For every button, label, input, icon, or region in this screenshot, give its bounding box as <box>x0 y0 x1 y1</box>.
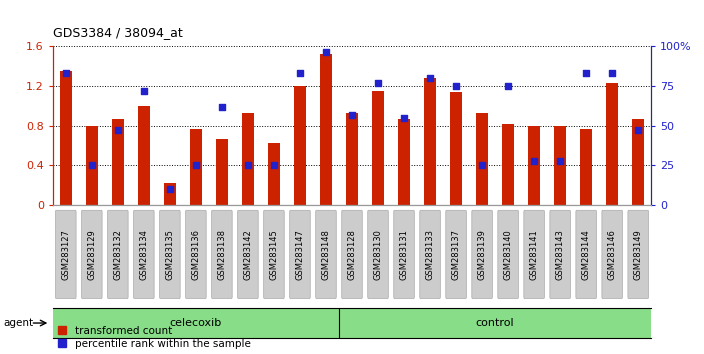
Bar <box>451 92 462 205</box>
Point <box>346 112 358 117</box>
Text: GSM283130: GSM283130 <box>374 229 382 280</box>
FancyBboxPatch shape <box>420 210 440 298</box>
Point <box>294 70 306 76</box>
Text: GSM283135: GSM283135 <box>165 229 175 280</box>
Text: celecoxib: celecoxib <box>170 318 222 328</box>
Point <box>477 163 488 169</box>
Point <box>529 158 540 164</box>
Text: GSM283140: GSM283140 <box>503 229 513 280</box>
Text: GSM283149: GSM283149 <box>634 229 643 280</box>
Text: GSM283129: GSM283129 <box>87 229 96 280</box>
Text: agent: agent <box>4 318 34 328</box>
Point <box>372 80 384 85</box>
FancyBboxPatch shape <box>341 210 363 298</box>
FancyBboxPatch shape <box>498 210 518 298</box>
FancyBboxPatch shape <box>394 210 415 298</box>
FancyBboxPatch shape <box>186 210 206 298</box>
FancyBboxPatch shape <box>212 210 232 298</box>
Text: GSM283146: GSM283146 <box>608 229 617 280</box>
Point <box>138 88 149 93</box>
Point <box>581 70 592 76</box>
Text: GSM283138: GSM283138 <box>218 229 227 280</box>
Legend: transformed count, percentile rank within the sample: transformed count, percentile rank withi… <box>58 326 251 349</box>
Text: GSM283141: GSM283141 <box>529 229 539 280</box>
Point <box>555 158 566 164</box>
Bar <box>554 126 566 205</box>
Bar <box>112 119 124 205</box>
Bar <box>502 124 514 205</box>
Point <box>633 127 644 133</box>
Bar <box>632 119 644 205</box>
FancyBboxPatch shape <box>602 210 622 298</box>
Bar <box>346 113 358 205</box>
FancyBboxPatch shape <box>446 210 466 298</box>
Point <box>398 115 410 120</box>
Text: GSM283148: GSM283148 <box>322 229 330 280</box>
Text: GSM283145: GSM283145 <box>270 229 279 280</box>
Text: GSM283131: GSM283131 <box>400 229 408 280</box>
Bar <box>294 86 306 205</box>
FancyBboxPatch shape <box>628 210 648 298</box>
FancyBboxPatch shape <box>160 210 180 298</box>
Text: GSM283134: GSM283134 <box>139 229 149 280</box>
Bar <box>372 91 384 205</box>
Text: GDS3384 / 38094_at: GDS3384 / 38094_at <box>53 26 182 39</box>
Bar <box>164 183 176 205</box>
Bar <box>190 129 202 205</box>
Point <box>425 75 436 81</box>
FancyBboxPatch shape <box>524 210 544 298</box>
Bar <box>86 126 98 205</box>
Text: GSM283132: GSM283132 <box>113 229 122 280</box>
Bar <box>606 83 618 205</box>
FancyBboxPatch shape <box>315 210 337 298</box>
Point <box>60 70 71 76</box>
Text: GSM283136: GSM283136 <box>191 229 201 280</box>
Bar <box>528 126 540 205</box>
Point <box>112 127 123 133</box>
FancyBboxPatch shape <box>289 210 310 298</box>
FancyBboxPatch shape <box>82 210 102 298</box>
Bar <box>398 119 410 205</box>
FancyBboxPatch shape <box>550 210 570 298</box>
FancyBboxPatch shape <box>238 210 258 298</box>
Bar <box>425 78 436 205</box>
FancyBboxPatch shape <box>56 210 76 298</box>
Bar <box>580 129 592 205</box>
Text: GSM283133: GSM283133 <box>425 229 434 280</box>
FancyBboxPatch shape <box>134 210 154 298</box>
Bar <box>268 143 279 205</box>
Point <box>268 163 279 169</box>
Bar <box>216 139 228 205</box>
Point <box>503 83 514 88</box>
FancyBboxPatch shape <box>108 210 128 298</box>
FancyBboxPatch shape <box>576 210 596 298</box>
Point <box>607 70 618 76</box>
FancyBboxPatch shape <box>472 210 492 298</box>
FancyBboxPatch shape <box>367 210 389 298</box>
Text: control: control <box>476 318 515 328</box>
Point <box>86 163 97 169</box>
Bar <box>320 54 332 205</box>
Bar <box>138 106 150 205</box>
Bar <box>242 113 253 205</box>
Text: GSM283144: GSM283144 <box>582 229 591 280</box>
Bar <box>60 71 72 205</box>
Point <box>451 83 462 88</box>
Text: GSM283147: GSM283147 <box>296 229 304 280</box>
Text: GSM283139: GSM283139 <box>477 229 486 280</box>
Text: GSM283142: GSM283142 <box>244 229 253 280</box>
Text: GSM283127: GSM283127 <box>61 229 70 280</box>
Point <box>216 104 227 109</box>
Point <box>320 50 332 55</box>
Point <box>242 163 253 169</box>
Point <box>164 187 175 192</box>
Bar <box>476 113 488 205</box>
Text: GSM283143: GSM283143 <box>555 229 565 280</box>
Text: GSM283137: GSM283137 <box>451 229 460 280</box>
Point <box>190 163 201 169</box>
Text: GSM283128: GSM283128 <box>348 229 356 280</box>
FancyBboxPatch shape <box>264 210 284 298</box>
